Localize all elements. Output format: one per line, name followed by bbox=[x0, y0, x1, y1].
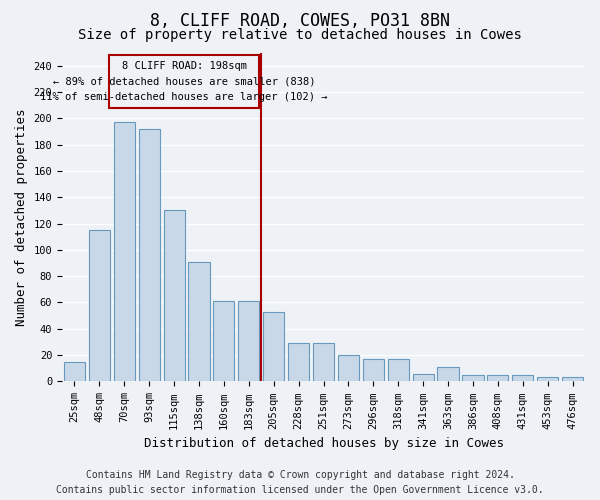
Bar bbox=[214, 301, 235, 382]
Bar bbox=[413, 374, 434, 382]
Bar bbox=[437, 367, 458, 382]
Bar bbox=[562, 378, 583, 382]
Bar bbox=[114, 122, 135, 382]
Bar bbox=[537, 378, 558, 382]
Bar bbox=[164, 210, 185, 382]
FancyBboxPatch shape bbox=[109, 55, 259, 108]
Bar bbox=[288, 344, 309, 382]
Bar bbox=[338, 355, 359, 382]
Bar bbox=[89, 230, 110, 382]
Bar bbox=[139, 129, 160, 382]
Bar bbox=[463, 375, 484, 382]
Bar bbox=[313, 344, 334, 382]
Text: Size of property relative to detached houses in Cowes: Size of property relative to detached ho… bbox=[78, 28, 522, 42]
Bar bbox=[238, 301, 259, 382]
Bar bbox=[512, 375, 533, 382]
Text: 8 CLIFF ROAD: 198sqm
← 89% of detached houses are smaller (838)
11% of semi-deta: 8 CLIFF ROAD: 198sqm ← 89% of detached h… bbox=[40, 61, 328, 102]
Bar bbox=[363, 359, 384, 382]
Text: Contains HM Land Registry data © Crown copyright and database right 2024.
Contai: Contains HM Land Registry data © Crown c… bbox=[56, 470, 544, 495]
Bar bbox=[64, 362, 85, 382]
Text: 8, CLIFF ROAD, COWES, PO31 8BN: 8, CLIFF ROAD, COWES, PO31 8BN bbox=[150, 12, 450, 30]
Bar bbox=[487, 375, 508, 382]
Y-axis label: Number of detached properties: Number of detached properties bbox=[15, 108, 28, 326]
Bar bbox=[388, 359, 409, 382]
Bar bbox=[188, 262, 209, 382]
X-axis label: Distribution of detached houses by size in Cowes: Distribution of detached houses by size … bbox=[143, 437, 503, 450]
Bar bbox=[263, 312, 284, 382]
